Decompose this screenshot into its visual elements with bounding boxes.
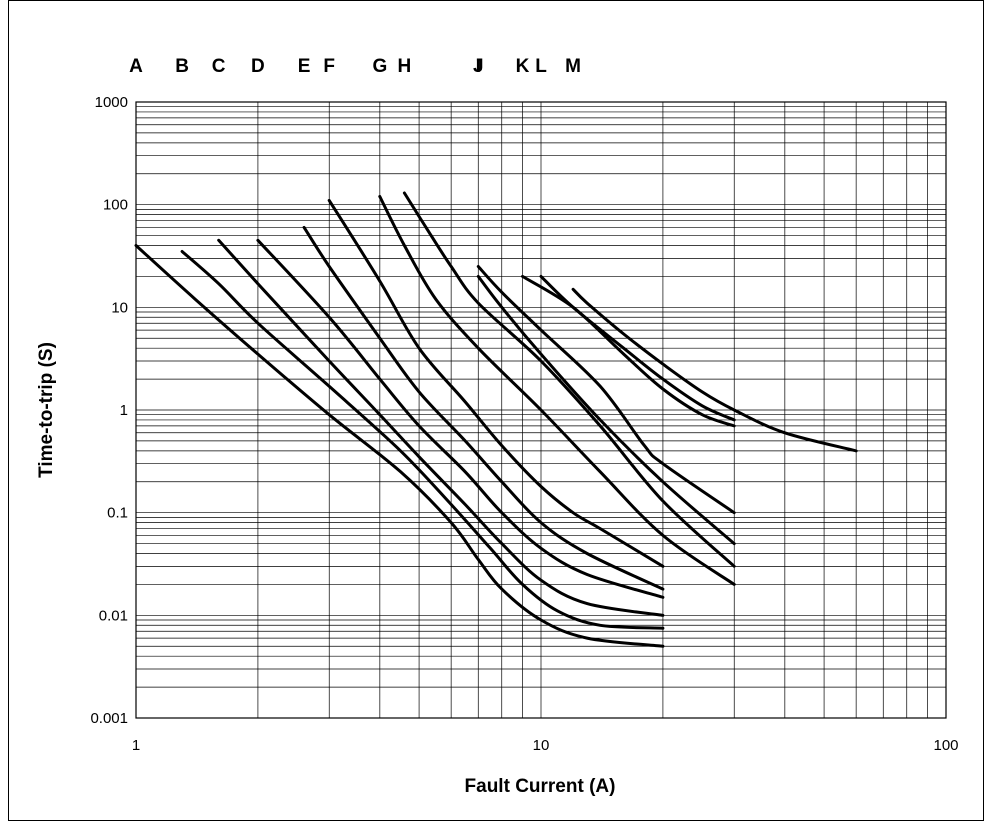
series-label-j: J xyxy=(473,56,484,77)
x-tick-label: 1 xyxy=(132,737,140,754)
series-label-m: M xyxy=(565,56,581,77)
curve-m xyxy=(571,287,858,453)
series-label-c: C xyxy=(212,56,226,77)
y-tick-label: 10 xyxy=(111,299,128,316)
curve-b xyxy=(180,250,665,630)
curve-l xyxy=(539,274,736,422)
curve-h xyxy=(402,191,736,568)
y-tick-label: 100 xyxy=(103,197,128,214)
y-tick-label: 0.01 xyxy=(99,607,128,624)
series-label-f: F xyxy=(323,56,335,77)
curve-a xyxy=(134,244,665,648)
x-axis-title: Fault Current (A) xyxy=(465,776,616,797)
y-tick-label: 1000 xyxy=(95,94,128,111)
curve-i xyxy=(476,274,736,546)
y-tick-label: 0.001 xyxy=(90,710,128,727)
curve-g xyxy=(378,195,736,586)
series-label-e: E xyxy=(298,56,311,77)
series-label-l: L xyxy=(535,56,547,77)
tick-labels: 1 10 100 0.001 0.01 0.1 1 10 100 1000 xyxy=(90,94,958,754)
y-tick-label: 1 xyxy=(120,402,128,419)
plot-area-border xyxy=(135,101,947,719)
x-tick-label: 100 xyxy=(933,737,958,754)
series-label-d: D xyxy=(251,56,265,77)
chart-frame xyxy=(8,0,984,821)
curve-e xyxy=(302,225,665,591)
series-labels: A B C D E F G H IJ K L M xyxy=(129,56,581,77)
series-label-b: B xyxy=(175,56,189,77)
series-label-h: H xyxy=(398,56,412,77)
curve-f xyxy=(327,198,665,568)
series-label-k: K xyxy=(516,56,530,77)
series-label-a: A xyxy=(129,56,143,77)
y-tick-label: 0.1 xyxy=(107,505,128,522)
curves xyxy=(134,191,858,648)
series-label-g: G xyxy=(372,56,387,77)
curve-c xyxy=(217,238,665,617)
y-axis-title: Time-to-trip (S) xyxy=(36,342,57,478)
x-tick-label: 10 xyxy=(533,737,550,754)
curve-j xyxy=(476,265,736,515)
series-label-i: I xyxy=(476,56,481,77)
curve-d xyxy=(256,238,665,599)
